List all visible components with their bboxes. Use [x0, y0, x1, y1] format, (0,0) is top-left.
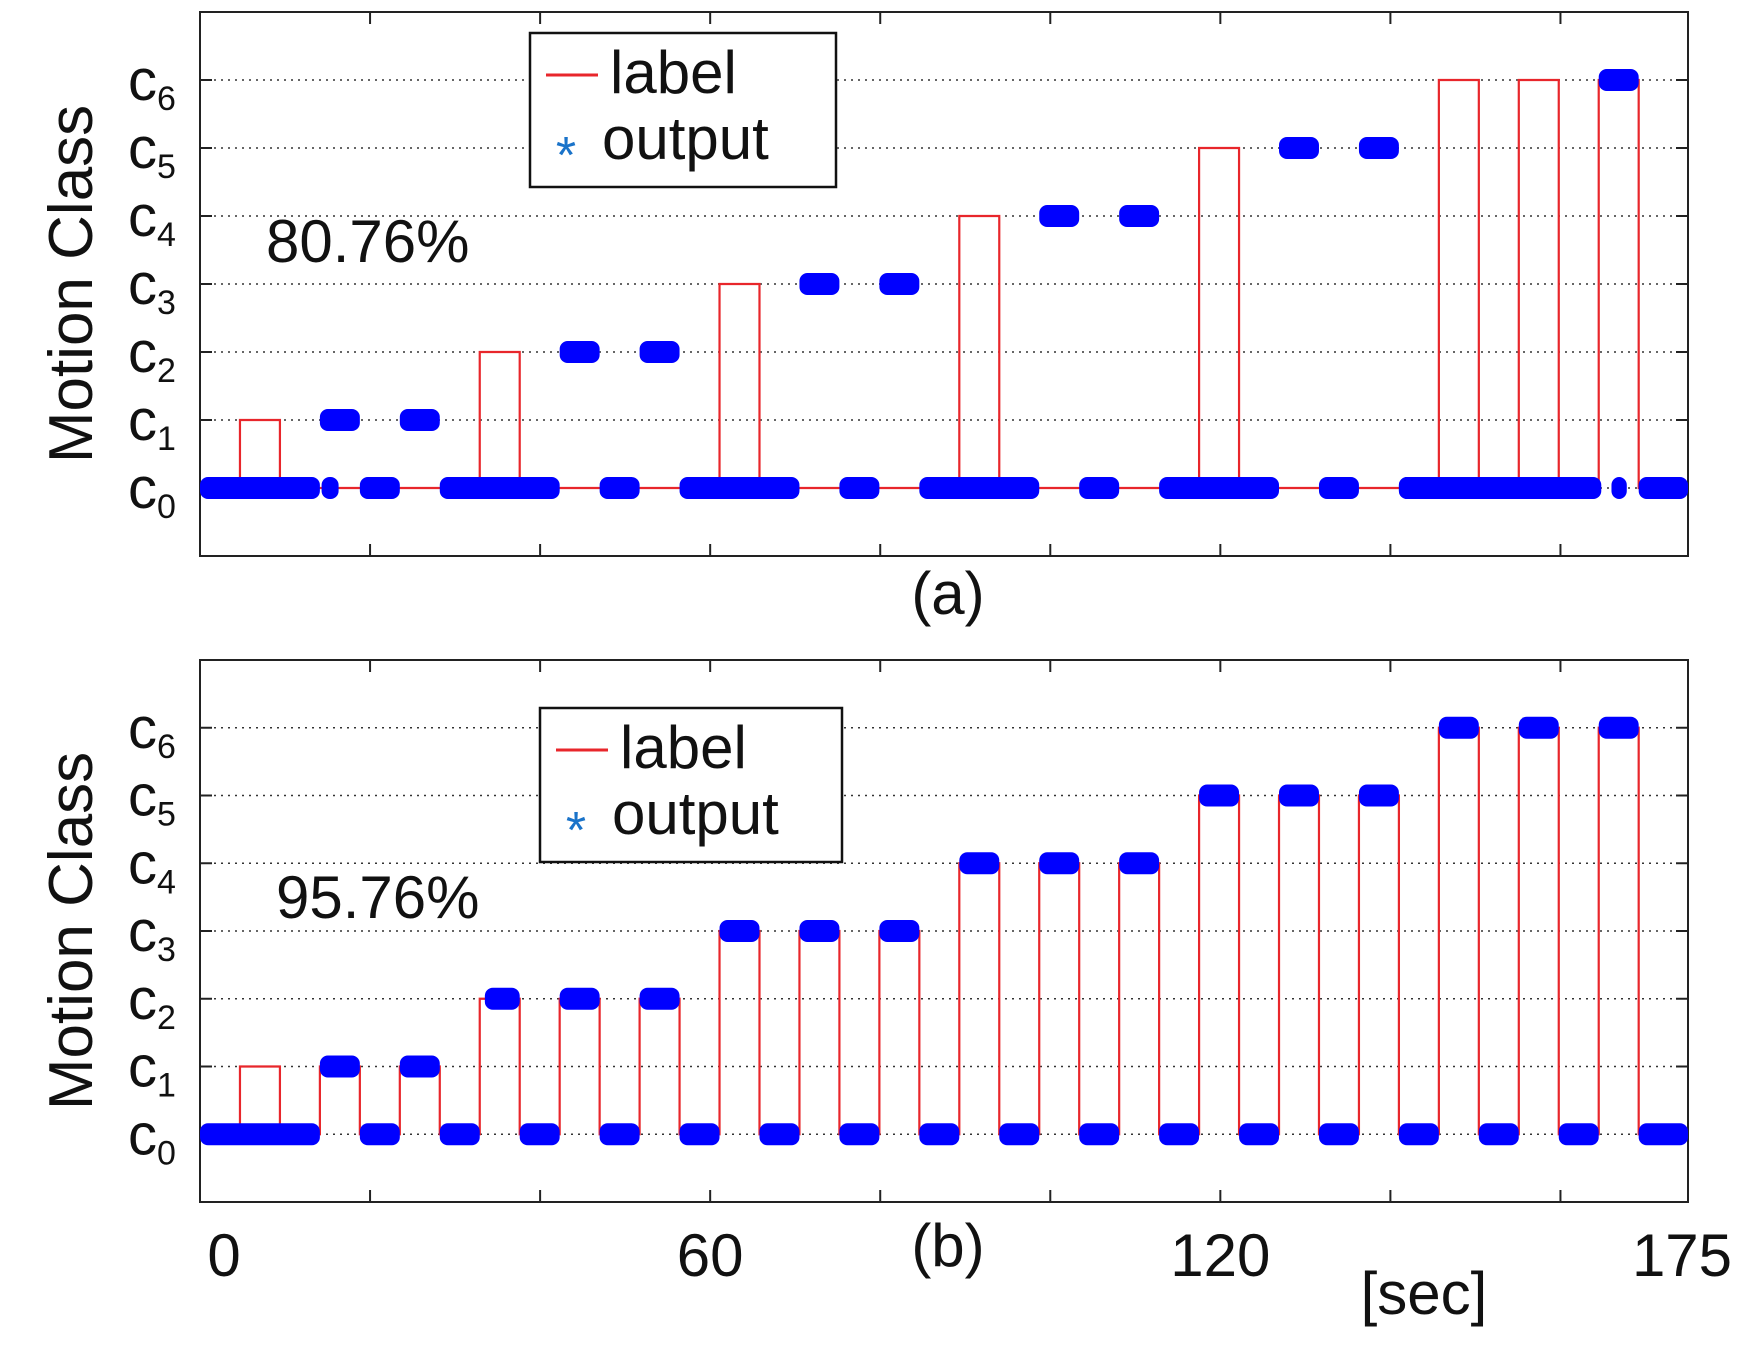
output-marker-run: [1438, 716, 1479, 739]
output-marker-run: [1611, 477, 1627, 499]
legend-label-text: label: [610, 39, 737, 106]
output-marker-run: [1358, 784, 1399, 807]
y-tick-label: c6: [128, 696, 176, 766]
y-tick-label: c1: [128, 388, 176, 458]
legend-output-text: output: [602, 105, 769, 172]
output-marker-run: [200, 477, 320, 499]
output-marker-run: [439, 477, 560, 499]
y-tick-label: c3: [128, 252, 176, 322]
y-tick-label: c2: [128, 967, 176, 1037]
output-marker-run: [439, 1123, 480, 1146]
output-marker-run: [200, 1123, 320, 1146]
output-marker-run: [1039, 205, 1080, 227]
x-axis-label: [sec]: [1361, 1260, 1488, 1327]
output-marker-run: [879, 920, 920, 942]
x-tick-label: 120: [1170, 1222, 1270, 1289]
output-marker-run: [1598, 69, 1639, 91]
output-marker-run: [839, 1123, 880, 1146]
output-marker-run: [639, 987, 680, 1010]
output-marker-run: [1079, 477, 1120, 499]
output-marker-run: [679, 477, 800, 499]
output-marker-run: [1638, 477, 1688, 499]
y-tick-label: c1: [128, 1035, 176, 1105]
y-axis-label: Motion Class: [37, 105, 106, 463]
legend-box: [538, 706, 844, 864]
output-marker-run: [1119, 852, 1160, 875]
output-marker-run: [321, 477, 339, 499]
output-marker-run: [799, 920, 840, 942]
output-marker-run: [1598, 716, 1639, 739]
legend-box: [528, 31, 838, 189]
x-tick-label: 0: [207, 1222, 240, 1289]
output-marker-run: [359, 1123, 400, 1146]
panel-label: (a): [911, 560, 984, 627]
output-marker-run: [759, 1123, 800, 1146]
y-tick-label: c0: [128, 1102, 176, 1172]
output-marker-run: [919, 1123, 960, 1146]
output-marker-run: [519, 1123, 560, 1146]
y-tick-label: c0: [128, 456, 176, 526]
output-marker-run: [599, 477, 640, 499]
legend-star-swatch: *: [556, 127, 576, 185]
output-marker-run: [679, 1123, 720, 1146]
output-marker-run: [484, 987, 520, 1010]
accuracy-annotation: 95.76%: [276, 864, 480, 931]
output-marker-run: [879, 273, 920, 295]
output-marker-run: [1318, 1123, 1359, 1146]
panel-label: (b): [911, 1212, 984, 1279]
y-tick-label: c5: [128, 116, 176, 186]
x-tick-label: 175: [1632, 1222, 1732, 1289]
output-marker-run: [1159, 1123, 1200, 1146]
output-marker-run: [719, 920, 760, 942]
output-marker-run: [1239, 1123, 1280, 1146]
legend-output-text: output: [612, 780, 779, 847]
output-marker-run: [399, 1055, 440, 1078]
legend-label-text: label: [620, 714, 747, 781]
output-marker-run: [1279, 784, 1319, 807]
y-tick-label: c4: [128, 184, 176, 254]
y-tick-label: c4: [128, 831, 176, 901]
output-marker-run: [399, 409, 440, 431]
output-marker-run: [559, 987, 600, 1010]
output-marker-run: [799, 273, 840, 295]
x-tick-label: 60: [677, 1222, 744, 1289]
output-marker-run: [1398, 477, 1602, 499]
output-marker-run: [1398, 1123, 1439, 1146]
output-marker-run: [1318, 477, 1359, 499]
output-marker-run: [599, 1123, 640, 1146]
legend-star-swatch: *: [566, 802, 586, 860]
y-axis-label: Motion Class: [37, 752, 106, 1110]
y-tick-label: c2: [128, 320, 176, 390]
output-marker-run: [359, 477, 400, 499]
y-tick-label: c3: [128, 899, 176, 969]
output-marker-run: [1518, 716, 1559, 739]
output-marker-run: [959, 852, 1000, 875]
output-marker-run: [319, 409, 360, 431]
output-marker-run: [319, 1055, 360, 1078]
output-marker-run: [839, 477, 880, 499]
output-marker-run: [1558, 1123, 1599, 1146]
y-tick-label: c5: [128, 764, 176, 834]
accuracy-annotation: 80.76%: [266, 208, 470, 275]
output-marker-run: [1159, 477, 1280, 499]
output-marker-run: [1279, 137, 1319, 159]
output-marker-run: [1079, 1123, 1120, 1146]
output-marker-run: [1478, 1123, 1519, 1146]
output-marker-run: [1638, 1123, 1688, 1146]
output-marker-run: [1358, 137, 1399, 159]
output-marker-run: [1039, 852, 1080, 875]
y-tick-label: c6: [128, 48, 176, 118]
output-marker-run: [999, 1123, 1040, 1146]
output-marker-run: [919, 477, 1040, 499]
output-marker-run: [1199, 784, 1240, 807]
output-marker-run: [1119, 205, 1160, 227]
output-marker-run: [639, 341, 680, 363]
output-marker-run: [559, 341, 600, 363]
